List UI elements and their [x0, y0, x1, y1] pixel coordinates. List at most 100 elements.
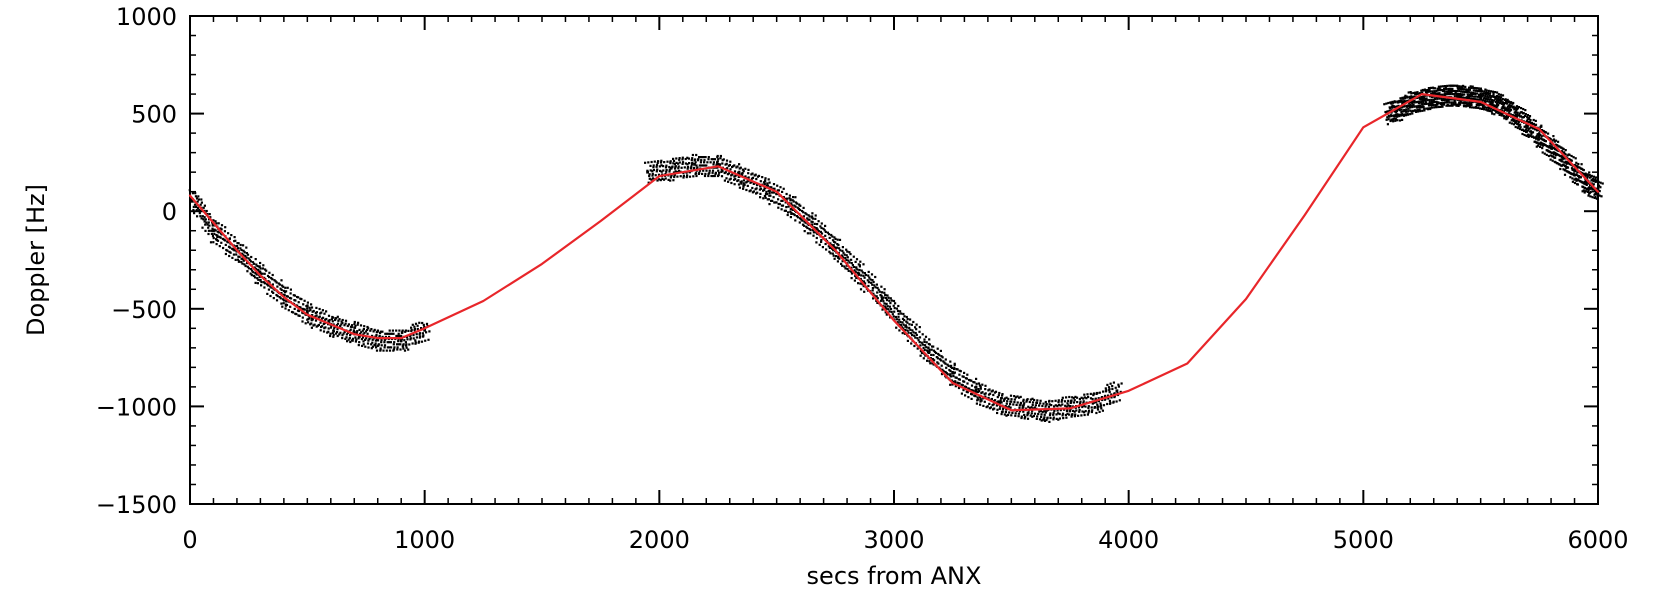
measurement-point: [1082, 400, 1085, 403]
measurement-point: [678, 158, 681, 161]
measurement-point: [192, 205, 195, 208]
measurement-point: [243, 263, 246, 266]
measurement-point: [321, 325, 324, 328]
measurement-point: [1403, 108, 1406, 112]
measurement-point: [684, 162, 687, 165]
measurement-point: [672, 159, 676, 163]
measurement-point: [1415, 105, 1418, 108]
measurement-point: [648, 173, 651, 176]
measurement-point: [1590, 186, 1593, 190]
measurement-point: [1107, 386, 1111, 389]
measurement-point: [1500, 99, 1503, 102]
measurement-point: [1495, 96, 1498, 99]
measurement-point: [740, 182, 743, 185]
measurement-point: [875, 295, 878, 298]
measurement-point: [1525, 120, 1528, 123]
measurement-point: [1082, 402, 1085, 405]
measurement-point: [380, 344, 383, 347]
measurement-point: [871, 283, 874, 286]
measurement-point: [932, 353, 935, 357]
measurement-point: [1489, 101, 1492, 104]
measurement-point: [788, 194, 791, 197]
measurement-point: [1528, 115, 1532, 118]
measurement-point: [1474, 93, 1477, 96]
measurement-point: [217, 222, 220, 225]
measurement-point: [261, 267, 264, 270]
measurement-point: [1496, 101, 1499, 104]
measurement-point: [1477, 102, 1480, 105]
measurement-point: [368, 338, 371, 341]
measurement-point: [1040, 413, 1043, 416]
measurement-point: [1430, 92, 1433, 96]
measurement-point: [1466, 103, 1469, 106]
measurement-point: [1522, 112, 1525, 115]
measurement-point: [1028, 406, 1032, 410]
measurement-point: [1513, 108, 1516, 111]
measurement-point: [954, 385, 957, 388]
measurement-point: [961, 384, 964, 387]
measurement-point: [700, 164, 703, 167]
measurement-point: [1576, 165, 1579, 168]
measurement-point: [1037, 412, 1040, 416]
measurement-point: [762, 197, 765, 200]
measurement-point: [980, 399, 983, 402]
measurement-point: [1405, 110, 1408, 113]
measurement-point: [1098, 391, 1101, 394]
measurement-point: [258, 275, 261, 278]
measurement-point: [946, 363, 949, 366]
measurement-point: [879, 299, 883, 302]
measurement-point: [966, 373, 969, 376]
measurement-point: [818, 243, 821, 246]
measurement-point: [846, 250, 849, 253]
measurement-point: [648, 174, 651, 178]
measurement-point: [332, 335, 335, 338]
measurement-point: [1411, 106, 1414, 109]
measurement-point: [736, 165, 739, 168]
measurement-point: [1436, 102, 1439, 105]
measurement-point: [806, 226, 809, 230]
measurement-point: [1497, 111, 1500, 115]
measurement-point: [1093, 406, 1096, 409]
measurement-point: [1014, 414, 1017, 417]
measurement-point: [1080, 396, 1083, 399]
measurement-point: [1087, 406, 1090, 409]
measurement-point: [364, 338, 367, 341]
measurement-point: [1563, 161, 1566, 164]
measurement-point: [1384, 110, 1387, 114]
measurement-point: [691, 157, 694, 160]
measurement-point: [1385, 102, 1388, 105]
measurement-point: [1061, 414, 1064, 417]
measurement-point: [1491, 100, 1494, 104]
measurement-point: [659, 169, 662, 172]
measurement-point: [682, 176, 685, 179]
measurement-point: [338, 318, 341, 321]
measurement-point: [1392, 117, 1395, 121]
measurement-point: [287, 309, 290, 312]
measurement-point: [289, 292, 292, 295]
measurement-point: [395, 329, 398, 332]
measurement-point: [770, 186, 773, 189]
measurement-point: [1445, 99, 1448, 102]
measurement-point: [953, 381, 957, 384]
measurement-point: [658, 178, 661, 181]
measurement-point: [305, 311, 309, 315]
measurement-point: [938, 354, 941, 357]
measurement-point: [908, 326, 911, 329]
measurement-point: [831, 252, 834, 255]
measurement-point: [1077, 414, 1080, 417]
measurement-point: [205, 221, 208, 224]
measurement-point: [266, 274, 270, 277]
measurement-point: [1480, 89, 1483, 92]
measurement-point: [1464, 90, 1467, 94]
measurement-point: [1412, 91, 1415, 95]
measurement-point: [298, 314, 301, 317]
measurement-point: [266, 292, 269, 295]
measurement-point: [364, 330, 368, 333]
measurement-point: [227, 232, 230, 235]
measurement-point: [253, 276, 257, 279]
measurement-point: [1537, 133, 1541, 137]
measurement-point: [674, 167, 677, 170]
measurement-point: [898, 329, 901, 332]
measurement-point: [737, 183, 741, 186]
measurement-point: [1576, 183, 1579, 186]
